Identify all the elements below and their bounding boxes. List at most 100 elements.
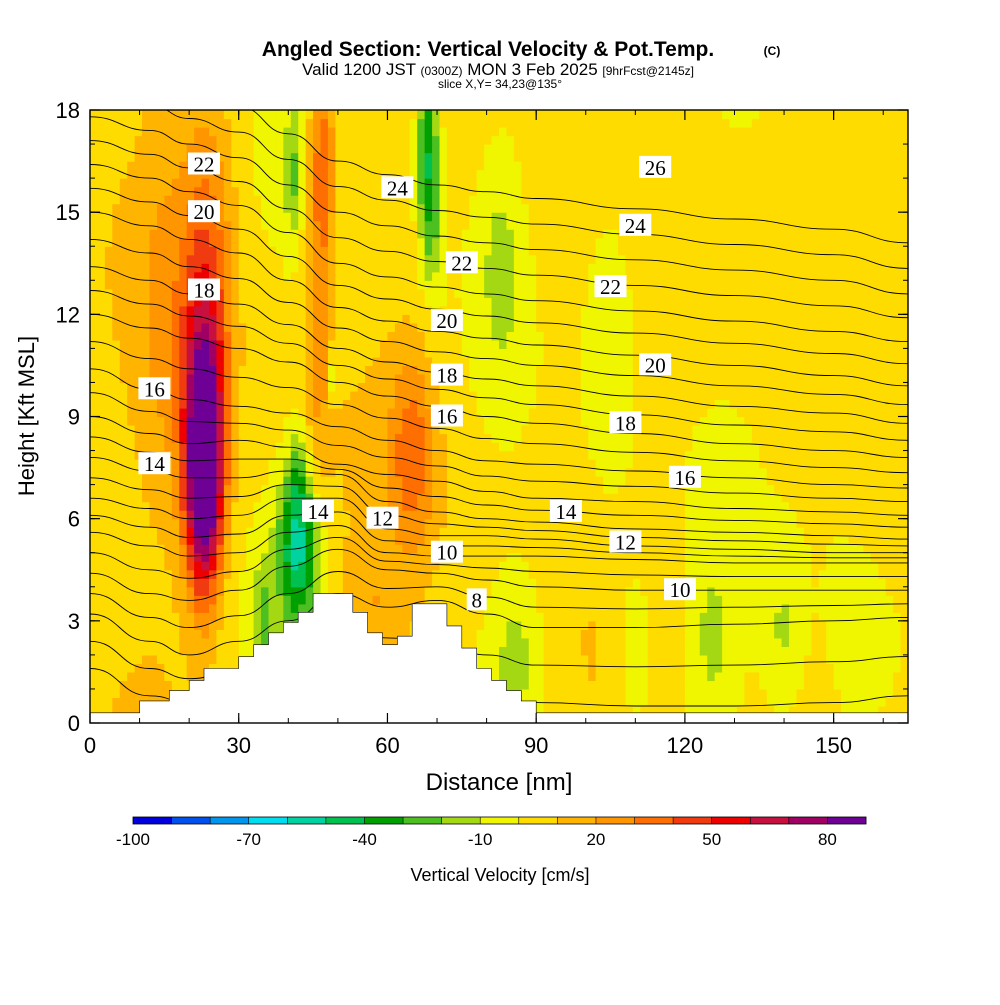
velocity-cell <box>885 527 894 537</box>
velocity-cell <box>171 348 180 358</box>
velocity-cell <box>208 518 218 528</box>
velocity-cell <box>855 459 864 469</box>
velocity-cell <box>677 680 686 690</box>
velocity-cell <box>565 671 574 682</box>
velocity-cell <box>179 467 188 477</box>
velocity-cell <box>729 697 738 707</box>
velocity-cell <box>647 467 656 477</box>
velocity-cell <box>595 382 604 392</box>
velocity-cell <box>223 365 232 375</box>
velocity-cell <box>893 382 902 392</box>
velocity-cell <box>506 484 515 494</box>
velocity-cell <box>476 518 485 528</box>
velocity-cell <box>699 646 708 656</box>
velocity-cell <box>878 493 887 503</box>
velocity-cell <box>476 578 485 588</box>
velocity-cell <box>394 493 403 503</box>
velocity-cell <box>372 433 381 443</box>
velocity-cell <box>275 433 284 443</box>
velocity-cell <box>521 416 530 426</box>
velocity-cell <box>870 561 879 571</box>
velocity-cell <box>781 578 790 588</box>
velocity-cell <box>766 450 775 460</box>
velocity-cell <box>893 518 902 528</box>
velocity-cell <box>90 348 99 358</box>
velocity-cell <box>580 518 589 528</box>
velocity-cell <box>380 467 389 477</box>
velocity-cell <box>283 433 292 443</box>
velocity-cell <box>841 399 850 409</box>
velocity-cell <box>714 569 723 579</box>
velocity-cell <box>818 629 827 639</box>
velocity-cell <box>394 339 403 349</box>
velocity-cell <box>127 578 136 588</box>
velocity-cell <box>617 637 627 647</box>
velocity-cell <box>171 518 180 528</box>
velocity-cell <box>796 390 805 401</box>
velocity-cell <box>751 501 760 511</box>
velocity-cell <box>253 629 262 639</box>
velocity-cell <box>461 527 470 537</box>
velocity-cell <box>201 373 210 384</box>
velocity-cell <box>595 654 604 664</box>
velocity-cell <box>692 416 701 426</box>
velocity-cell <box>603 646 612 656</box>
velocity-cell <box>662 646 671 656</box>
velocity-cell <box>729 663 738 673</box>
velocity-cell <box>97 510 106 520</box>
velocity-cell <box>736 629 745 639</box>
velocity-cell <box>499 459 508 469</box>
velocity-cell <box>707 705 716 716</box>
velocity-cell <box>774 510 783 520</box>
velocity-cell <box>551 365 560 375</box>
velocity-cell <box>588 697 597 707</box>
velocity-cell <box>380 501 389 511</box>
velocity-cell <box>246 595 255 605</box>
velocity-cell <box>885 654 894 664</box>
velocity-cell <box>499 552 508 562</box>
velocity-cell <box>833 688 842 699</box>
velocity-cell <box>439 535 448 545</box>
velocity-cell <box>848 578 857 588</box>
velocity-cell <box>751 646 760 656</box>
velocity-cell <box>677 697 686 707</box>
velocity-cell <box>164 484 173 494</box>
velocity-cell <box>759 603 768 613</box>
velocity-cell <box>588 493 597 503</box>
velocity-cell <box>171 484 180 494</box>
velocity-cell <box>573 620 582 630</box>
velocity-cell <box>677 373 686 384</box>
velocity-cell <box>365 339 374 349</box>
velocity-cell <box>290 399 299 409</box>
velocity-cell <box>655 629 664 639</box>
velocity-cell <box>536 373 545 384</box>
velocity-cell <box>774 518 783 528</box>
velocity-cell <box>863 663 872 673</box>
velocity-cell <box>781 382 790 392</box>
velocity-cell <box>253 339 262 349</box>
velocity-cell <box>261 552 270 562</box>
velocity-cell <box>484 390 493 401</box>
velocity-cell <box>885 390 894 401</box>
velocity-cell <box>558 493 567 503</box>
subtitle-valid-time: Valid 1200 JST <box>302 60 416 79</box>
velocity-cell <box>826 578 835 588</box>
velocity-cell <box>283 331 292 341</box>
velocity-cell <box>476 612 485 622</box>
velocity-cell <box>781 586 790 596</box>
velocity-cell <box>246 433 255 443</box>
velocity-cell <box>625 348 634 358</box>
velocity-cell <box>90 407 99 418</box>
velocity-cell <box>335 450 344 460</box>
velocity-cell <box>513 654 522 664</box>
velocity-cell <box>625 629 634 639</box>
velocity-cell <box>119 450 128 460</box>
velocity-cell <box>491 620 500 630</box>
velocity-cell <box>268 339 277 349</box>
velocity-cell <box>327 552 336 562</box>
velocity-cell <box>469 569 478 579</box>
velocity-cell <box>253 331 262 341</box>
velocity-cell <box>142 331 151 341</box>
velocity-cell <box>179 671 188 682</box>
velocity-cell <box>454 442 463 452</box>
